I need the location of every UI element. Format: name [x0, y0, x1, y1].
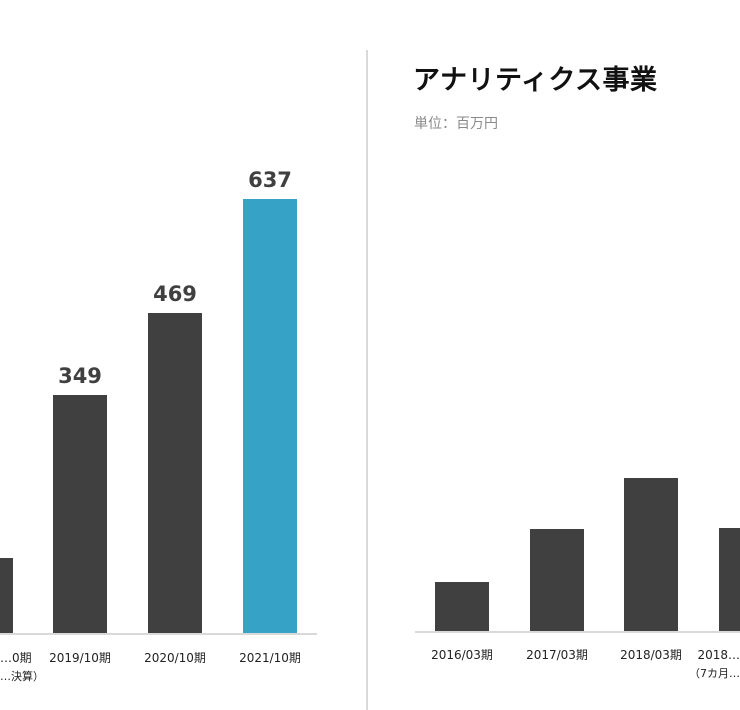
- x-axis-baseline: [0, 633, 317, 635]
- x-tick-note: （7カ月…: [689, 667, 740, 680]
- bar-2020/10期: [148, 313, 202, 633]
- bar-2016/03期: [435, 581, 489, 631]
- x-tick-label: …0期: [0, 651, 32, 665]
- x-tick-label: 2019/10期: [49, 651, 111, 665]
- x-tick-label: 2017/03期: [526, 648, 588, 662]
- bar-…0期: [0, 558, 13, 633]
- x-tick-label: 2021/10期: [239, 651, 301, 665]
- data-label: 349: [58, 364, 102, 389]
- bar-2019/10期: [53, 395, 107, 633]
- bar-2018/03期: [624, 478, 678, 631]
- chart-divider: [366, 50, 368, 710]
- chart-title: アナリティクス事業: [413, 65, 658, 96]
- x-tick-label: 2018/03期: [620, 648, 682, 662]
- x-tick-label: 2016/03期: [431, 648, 493, 662]
- x-tick-label: 2018…: [697, 648, 740, 662]
- data-label: 637: [248, 168, 292, 192]
- bar-2017/03期: [530, 529, 584, 631]
- x-tick-note: …決算）: [0, 670, 44, 683]
- chart-unit-label: 単位：百万円: [414, 116, 498, 132]
- x-axis-baseline: [415, 631, 740, 633]
- bar-2021/10期: [243, 199, 297, 633]
- data-label: 469: [153, 282, 197, 307]
- x-tick-label: 2020/10期: [144, 651, 206, 665]
- bar-2018…: [719, 528, 740, 631]
